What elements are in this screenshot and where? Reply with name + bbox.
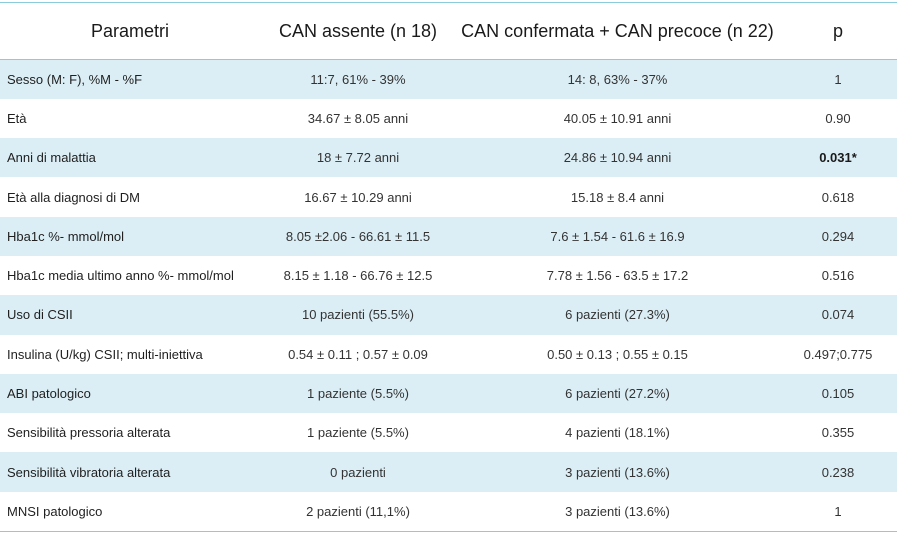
cell-p: 0.516 xyxy=(821,268,855,284)
cell-absent: 34.67 ± 8.05 anni xyxy=(307,110,409,126)
cell-confirmed: 0.50 ± 0.13 ; 0.55 ± 0.15 xyxy=(547,346,688,362)
table-row: Sesso (M: F), %M - %F 11:7, 61% - 39% 14… xyxy=(0,59,897,99)
header-p: p xyxy=(779,2,897,60)
cell-absent: 11:7, 61% - 39% xyxy=(310,71,406,87)
cell-param: Età alla diagnosi di DM xyxy=(7,189,140,205)
cell-confirmed: 24.86 ± 10.94 anni xyxy=(563,150,672,166)
table-row: Anni di malattia 18 ± 7.72 anni 24.86 ± … xyxy=(0,138,897,178)
table-row: Età alla diagnosi di DM 16.67 ± 10.29 an… xyxy=(0,177,897,217)
cell-absent: 8.05 ±2.06 - 66.61 ± 11.5 xyxy=(285,228,431,244)
cell-confirmed: 4 pazienti (18.1%) xyxy=(565,425,670,441)
cell-absent: 10 pazienti (55.5%) xyxy=(301,307,414,323)
cell-param: Uso di CSII xyxy=(7,307,73,323)
cell-param: Sesso (M: F), %M - %F xyxy=(7,71,143,87)
cell-confirmed: 6 pazienti (27.2%) xyxy=(565,386,670,402)
cell-param: Anni di malattia xyxy=(7,150,96,166)
cell-p-significant: 0.031* xyxy=(819,150,857,166)
cell-param: Età xyxy=(7,110,27,126)
cell-absent: 16.67 ± 10.29 anni xyxy=(304,189,412,205)
header-parametri: Parametri xyxy=(0,2,260,60)
cell-absent: 0.54 ± 0.11 ; 0.57 ± 0.09 xyxy=(288,346,428,362)
cell-param: MNSI patologico xyxy=(7,503,103,519)
header-can-confermata: CAN confermata + CAN precoce (n 22) xyxy=(456,2,779,60)
cell-p: 0.294 xyxy=(821,228,855,244)
header-can-assente: CAN assente (n 18) xyxy=(260,2,456,60)
cell-p: 0.238 xyxy=(821,464,855,480)
table-row: Hba1c %- mmol/mol 8.05 ±2.06 - 66.61 ± 1… xyxy=(0,216,897,256)
cell-param: Sensibilità vibratoria alterata xyxy=(7,464,171,480)
cell-confirmed: 6 pazienti (27.3%) xyxy=(565,307,670,323)
cell-param: Hba1c %- mmol/mol xyxy=(7,228,125,244)
cell-p: 1 xyxy=(834,71,842,87)
cell-param: Insulina (U/kg) CSII; multi-iniettiva xyxy=(7,346,203,362)
table-row: Sensibilità vibratoria alterata 0 pazien… xyxy=(0,452,897,492)
cell-absent: 0 pazienti xyxy=(330,464,386,480)
cell-confirmed: 3 pazienti (13.6%) xyxy=(565,464,670,480)
cell-confirmed: 40.05 ± 10.91 anni xyxy=(563,110,672,126)
table-row: ABI patologico 1 paziente (5.5%) 6 pazie… xyxy=(0,373,897,414)
table-row: Uso di CSII 10 pazienti (55.5%) 6 pazien… xyxy=(0,295,897,335)
table-row: MNSI patologico 2 pazienti (11,1%) 3 paz… xyxy=(0,491,897,532)
cell-absent: 18 ± 7.72 anni xyxy=(316,150,400,166)
table-row: Hba1c media ultimo anno %- mmol/mol 8.15… xyxy=(0,255,897,296)
cell-param: Hba1c media ultimo anno %- mmol/mol xyxy=(7,268,234,284)
cell-p: 0.074 xyxy=(821,307,855,323)
cell-param: ABI patologico xyxy=(7,386,91,402)
cell-confirmed: 14: 8, 63% - 37% xyxy=(567,71,668,87)
cell-absent: 8.15 ± 1.18 - 66.76 ± 12.5 xyxy=(283,268,433,284)
cell-absent: 1 paziente (5.5%) xyxy=(307,386,409,402)
table-row: Insulina (U/kg) CSII; multi-iniettiva 0.… xyxy=(0,334,897,374)
cell-confirmed: 15.18 ± 8.4 anni xyxy=(570,189,665,205)
cell-p: 1 xyxy=(834,503,842,519)
table-header-row: Parametri CAN assente (n 18) CAN conferm… xyxy=(0,2,897,60)
table-row: Età 34.67 ± 8.05 anni 40.05 ± 10.91 anni… xyxy=(0,98,897,139)
cell-absent: 1 paziente (5.5%) xyxy=(307,425,409,441)
cell-confirmed: 7.78 ± 1.56 - 63.5 ± 17.2 xyxy=(546,268,689,284)
cell-param: Sensibilità pressoria alterata xyxy=(7,425,171,441)
cell-absent: 2 pazienti (11,1%) xyxy=(306,503,410,519)
cell-p: 0.355 xyxy=(821,425,855,441)
cell-p: 0.105 xyxy=(821,386,855,402)
cell-p: 0.90 xyxy=(825,110,851,126)
cell-p: 0.618 xyxy=(821,189,855,205)
cell-confirmed: 3 pazienti (13.6%) xyxy=(565,503,670,519)
cell-confirmed: 7.6 ± 1.54 - 61.6 ± 16.9 xyxy=(550,228,685,244)
table-row: Sensibilità pressoria alterata 1 pazient… xyxy=(0,413,897,453)
cell-p: 0.497;0.775 xyxy=(803,346,873,362)
